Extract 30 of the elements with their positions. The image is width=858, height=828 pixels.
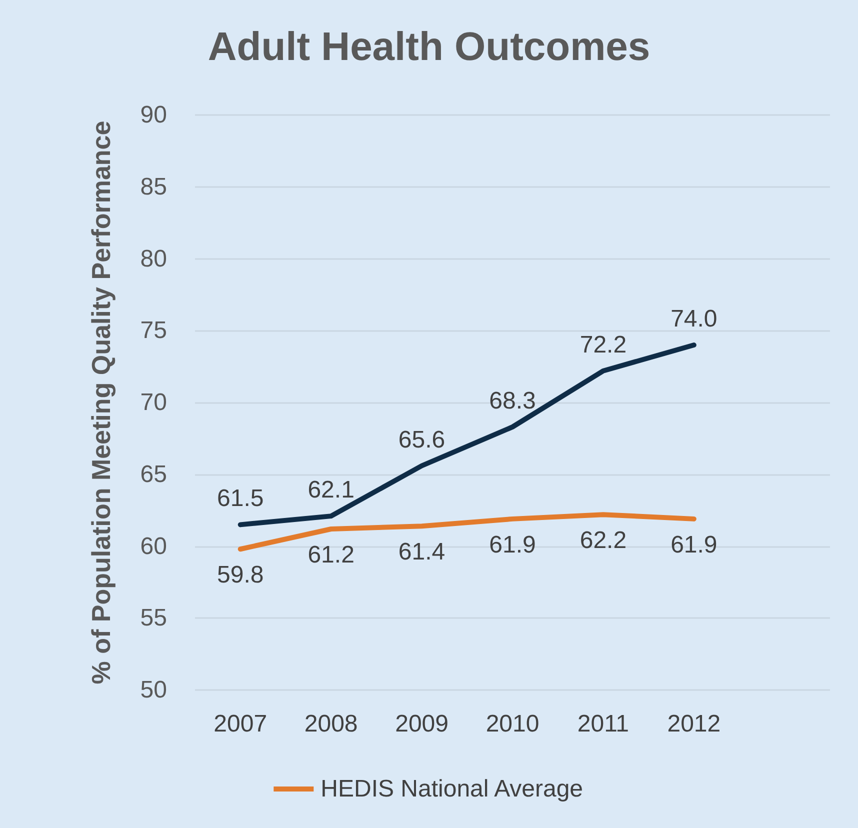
- y-tick-label: 55: [140, 604, 167, 632]
- data-label: 61.5: [217, 485, 264, 512]
- y-tick-label: 80: [140, 245, 167, 272]
- x-tick-label: 2007: [214, 710, 268, 738]
- data-label: 61.9: [670, 531, 718, 558]
- chart-title: Adult Health Outcomes: [208, 25, 650, 69]
- data-label: 65.6: [398, 426, 446, 454]
- y-axis-title: % of Population Meeting Quality Performance: [86, 120, 116, 684]
- y-tick-label: 75: [140, 317, 167, 344]
- y-tick-label: 90: [140, 102, 167, 128]
- x-tick-label: 2011: [577, 710, 630, 738]
- y-tick-label: 50: [140, 676, 167, 704]
- x-tick-label: 2012: [667, 710, 721, 738]
- x-tick-label: 2009: [395, 710, 448, 738]
- data-label: 61.4: [398, 538, 446, 566]
- y-tick-label: 60: [140, 532, 167, 560]
- data-label: 74.0: [670, 306, 718, 332]
- y-tick-label: 65: [140, 460, 167, 488]
- data-label: 59.8: [217, 562, 264, 589]
- data-label: 61.2: [308, 542, 354, 568]
- legend-label: HEDIS National Average: [320, 776, 584, 802]
- data-label: 68.3: [489, 387, 536, 414]
- data-label: 62.1: [308, 476, 354, 504]
- y-tick-label: 85: [140, 173, 167, 200]
- data-label: 72.2: [580, 331, 627, 358]
- data-label: 62.2: [580, 527, 627, 554]
- x-tick-label: 2008: [304, 710, 358, 738]
- data-label: 61.9: [489, 531, 536, 558]
- y-tick-label: 70: [140, 389, 167, 416]
- x-tick-label: 2010: [486, 710, 540, 738]
